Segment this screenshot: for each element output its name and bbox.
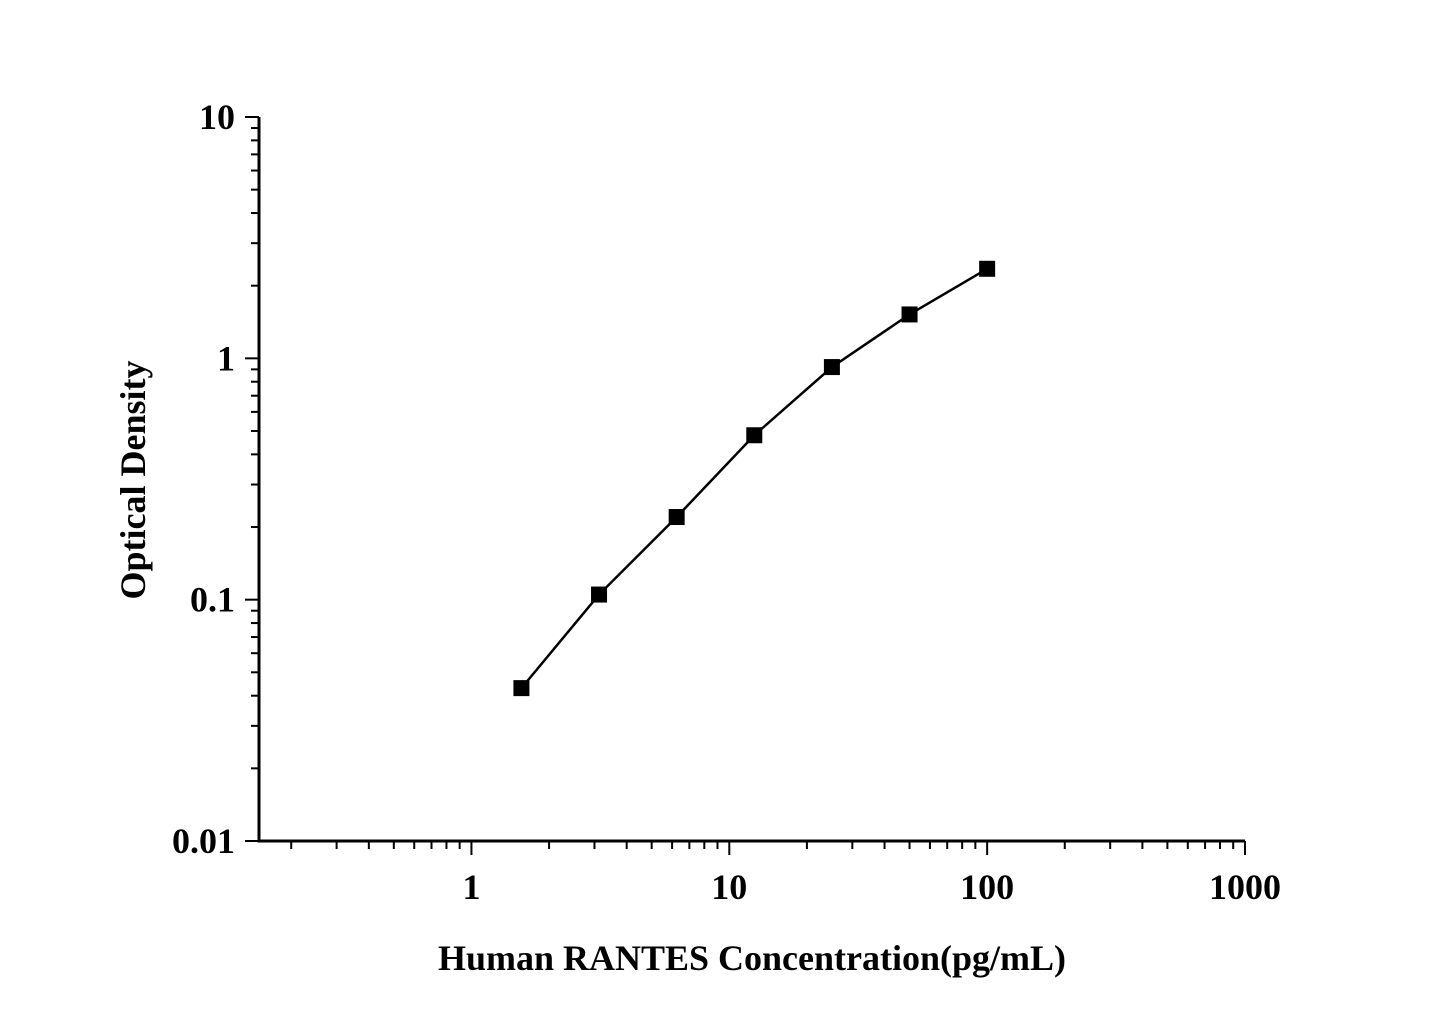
data-point-marker: [591, 586, 608, 603]
data-point-marker: [668, 509, 685, 526]
axes: [257, 117, 1245, 843]
y-axis-title: Optical Density: [113, 361, 153, 600]
tick-labels: 1 10 100 1000 0.01 0.1 1 10: [172, 97, 1281, 907]
y-tick-label: 10: [199, 97, 235, 137]
data-point-marker: [513, 680, 530, 697]
data-point-marker: [746, 427, 763, 444]
x-tick-label: 1000: [1209, 867, 1281, 907]
series-line: [520, 267, 988, 689]
x-tick-label: 100: [960, 867, 1014, 907]
axis-ticks: [245, 116, 1246, 855]
x-axis-title: Human RANTES Concentration(pg/mL): [438, 938, 1066, 978]
y-tick-label: 1: [217, 338, 235, 378]
data-point-marker: [901, 306, 918, 323]
data-point-marker: [979, 260, 996, 277]
x-tick-label: 1: [462, 867, 480, 907]
y-tick-label: 0.1: [190, 580, 235, 620]
data-point-marker: [823, 359, 840, 376]
data-series: [513, 260, 996, 697]
x-tick-label: 10: [711, 867, 747, 907]
y-tick-label: 0.01: [172, 821, 235, 861]
